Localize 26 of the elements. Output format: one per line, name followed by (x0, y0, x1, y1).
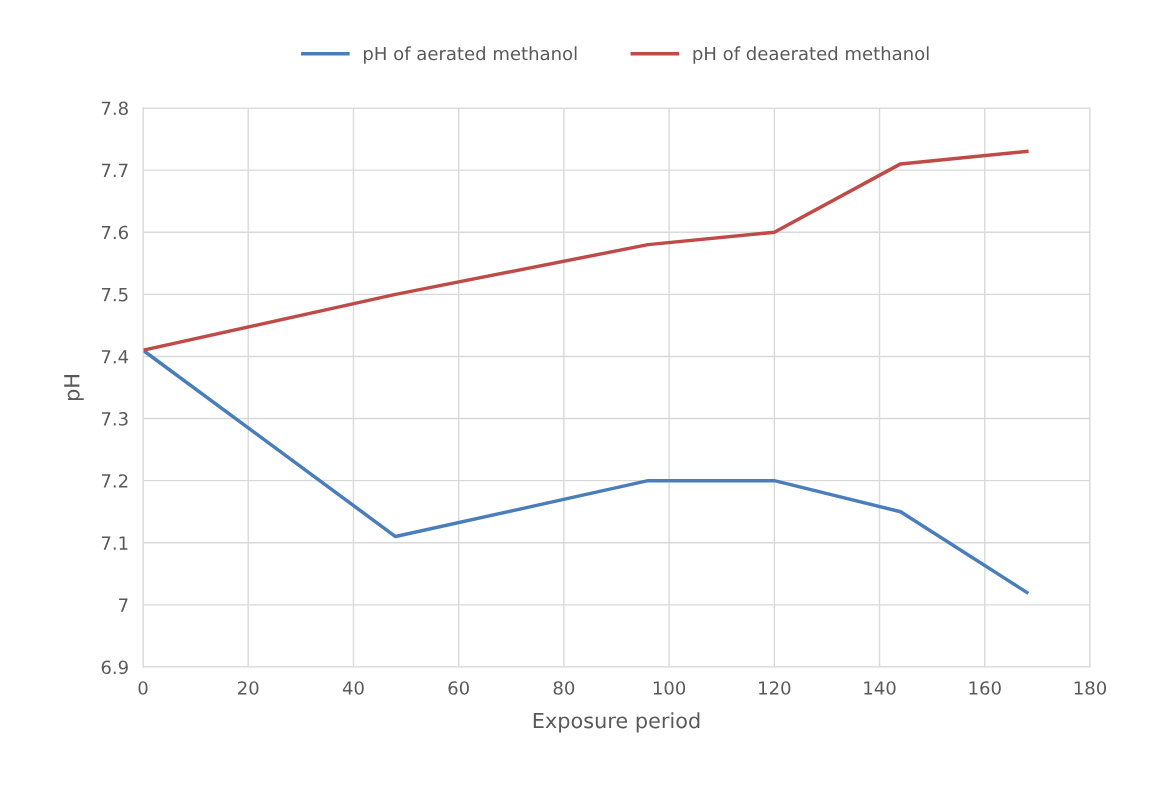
x-tick-label: 120 (759, 681, 791, 695)
x-tick-label: 0 (138, 681, 148, 695)
y-tick-label: 7.6 (101, 225, 128, 240)
y-axis-title: pH (64, 375, 84, 401)
x-tick-label: 160 (969, 681, 1001, 695)
x-tick-label: 60 (448, 681, 469, 695)
x-tick-label: 140 (864, 681, 896, 695)
x-tick-label: 40 (342, 681, 364, 695)
y-tick-label: 7.4 (101, 350, 129, 364)
x-tick-label: 180 (1074, 681, 1107, 695)
legend-label: pH of deaerated methanol (693, 46, 929, 64)
y-tick-label: 7.2 (101, 474, 128, 488)
y-tick-label: 7.8 (101, 101, 128, 116)
x-axis-title: Exposure period (533, 712, 700, 733)
line-series (143, 149, 1029, 352)
y-tick-label: 7 (119, 598, 128, 612)
x-tick-label: 100 (653, 681, 686, 695)
y-tick-label: 6.9 (101, 660, 128, 675)
y-tick-label: 7.3 (101, 412, 128, 426)
x-tick-label: 80 (553, 681, 575, 695)
y-tick-label: 7.1 (101, 536, 128, 550)
y-tick-label: 7.7 (101, 163, 128, 177)
line-series (143, 348, 1029, 595)
legend-label: pH of aerated methanol (364, 46, 577, 64)
y-tick-label: 7.5 (101, 288, 128, 302)
x-tick-label: 20 (238, 681, 259, 695)
